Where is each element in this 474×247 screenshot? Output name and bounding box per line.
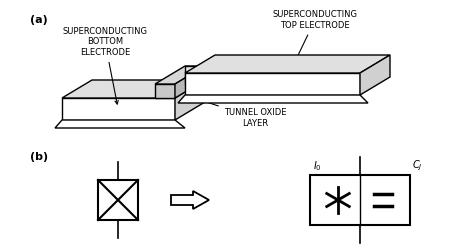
- Polygon shape: [185, 66, 205, 84]
- Polygon shape: [155, 84, 175, 98]
- Bar: [98, 180, 138, 220]
- Polygon shape: [171, 191, 209, 209]
- Polygon shape: [175, 66, 205, 98]
- Text: (b): (b): [30, 152, 48, 162]
- Polygon shape: [62, 98, 175, 120]
- Polygon shape: [185, 73, 360, 95]
- Text: (a): (a): [30, 15, 48, 25]
- Polygon shape: [360, 55, 390, 95]
- Polygon shape: [178, 95, 368, 103]
- Text: TUNNEL OXIDE
LAYER: TUNNEL OXIDE LAYER: [189, 96, 286, 128]
- Bar: [310, 175, 410, 225]
- Polygon shape: [175, 80, 205, 120]
- Text: $C_J$: $C_J$: [412, 159, 423, 173]
- Polygon shape: [185, 55, 390, 73]
- Text: $I_0$: $I_0$: [313, 159, 322, 173]
- Text: SUPERCONDUCTING
TOP ELECTRODE: SUPERCONDUCTING TOP ELECTRODE: [273, 10, 357, 68]
- Polygon shape: [55, 120, 185, 128]
- Polygon shape: [62, 80, 205, 98]
- Text: SUPERCONDUCTING
BOTTOM
ELECTRODE: SUPERCONDUCTING BOTTOM ELECTRODE: [63, 27, 147, 104]
- Polygon shape: [155, 66, 205, 84]
